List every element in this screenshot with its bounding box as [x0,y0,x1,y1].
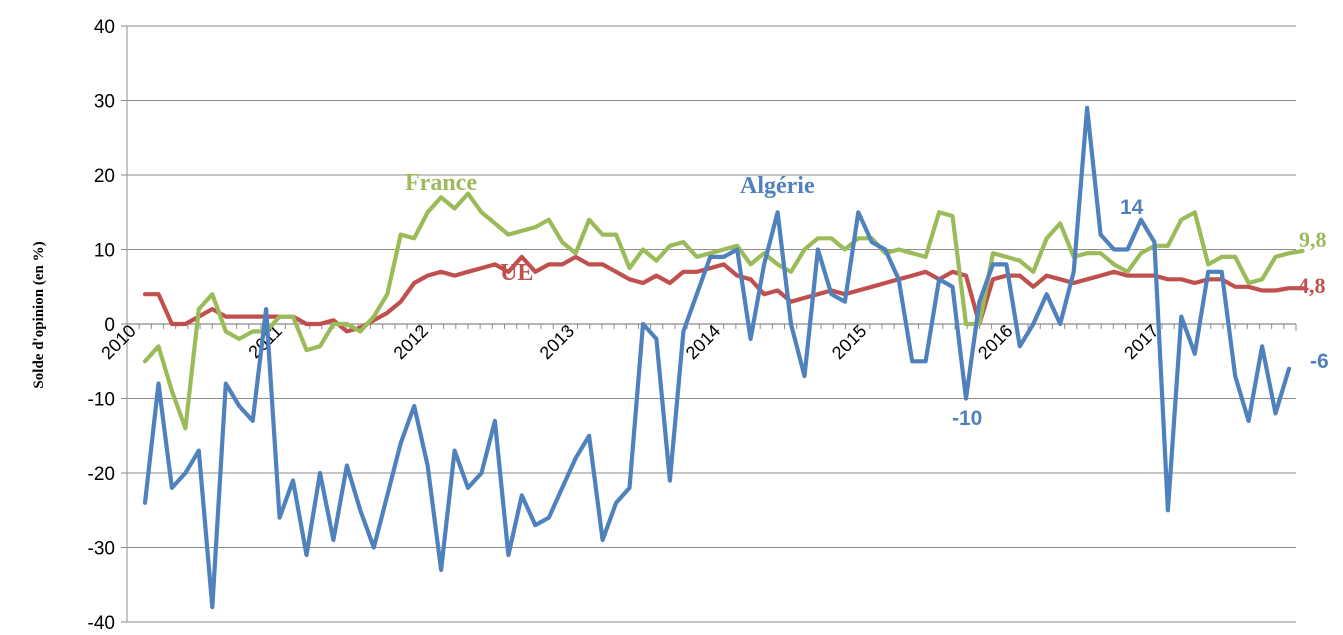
y-tick-label: -30 [88,539,115,560]
y-axis-ticks: 40 30 20 10 0 -10 -20 -30 -40 [88,17,128,634]
series-label-france: France [405,170,477,196]
x-axis [126,323,1297,331]
y-tick-label: 40 [94,17,115,38]
series-label-algerie: Algérie [740,173,815,199]
x-tick-label: 2015 [828,321,870,363]
x-tick-label: 2013 [536,321,578,363]
y-tick-label: 20 [94,166,115,187]
series-label-ue: UE [500,260,533,286]
annotation-algerie-minus10: -10 [952,407,982,430]
x-tick-label: 2017 [1120,321,1162,363]
y-tick-label: -20 [88,464,115,485]
annotation-algerie-14: 14 [1120,196,1144,219]
series-line-algrie [142,105,1292,610]
annotation-algerie-minus6: -6 [1310,350,1329,373]
annotation-france-9-8: 9,8 [1299,227,1327,252]
x-tick-label: 2016 [974,321,1016,363]
x-tick-label: 2012 [390,321,432,363]
y-tick-label: 30 [94,92,115,113]
x-axis-tick-labels: 2010 2011 2012 2013 2014 2015 2016 2017 [97,321,1162,363]
annotation-ue-4-8: 4,8 [1298,273,1326,298]
x-tick-label: 2014 [682,321,724,363]
y-tick-label: -40 [88,613,115,634]
y-axis-label: Solde d'opinion (en %) [31,241,47,388]
y-tick-label: -10 [88,390,115,411]
series-layer [142,105,1305,610]
y-tick-label: 10 [94,241,115,262]
series-line-france [142,191,1305,431]
y-tick-label: 0 [104,315,115,336]
